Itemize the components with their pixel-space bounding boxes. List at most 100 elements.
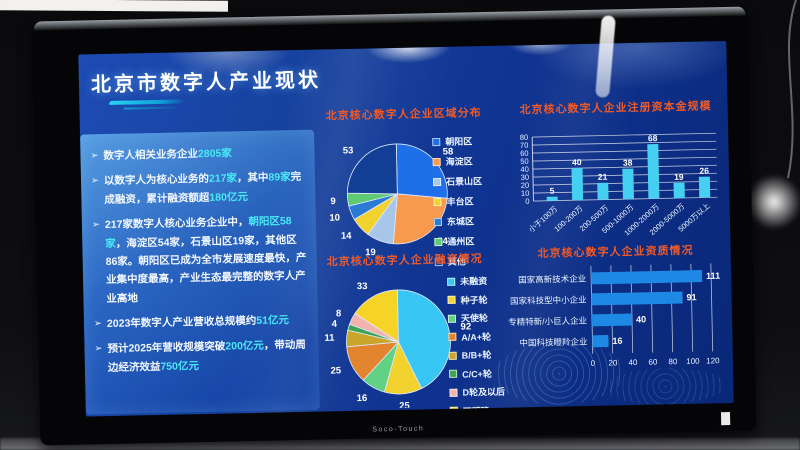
bar-2000-5000万	[673, 182, 685, 199]
legend-swatch	[434, 237, 443, 246]
legend-label: D轮及以后	[462, 386, 506, 398]
gridline	[532, 140, 717, 146]
bar-500-1000万	[622, 168, 634, 200]
legend-item: A/A+轮	[448, 329, 504, 343]
bullet-arrow-icon: ➢	[90, 175, 100, 187]
pie-value-label: 19	[365, 247, 376, 258]
legend-item: 通州区	[434, 234, 483, 248]
chart-title-region: 北京核心数字人企业区域分布	[325, 107, 482, 123]
bullet-list: ➢ 数字人相关业务企业2805家 ➢ 以数字人为核心业务的217家，其中89家完成融资…	[90, 143, 309, 378]
pie-value-label: 92	[461, 321, 472, 332]
pie-value-label: 54	[437, 236, 449, 247]
bar-value-label: 91	[686, 292, 696, 302]
legend-swatch	[447, 314, 457, 323]
legend-swatch	[447, 295, 456, 304]
legend-label: 东城区	[446, 216, 475, 227]
bullet-item: ➢ 预计2025年营收规模突破200亿元，带动周边经济效益750亿元	[94, 336, 309, 377]
title-underline	[108, 99, 185, 110]
chart-title-qualifications: 北京核心数字人企业资质情况	[537, 244, 694, 260]
bullet-text: 数字人相关业务企业2805家	[103, 147, 232, 163]
bar-value-label: 40	[572, 157, 582, 167]
y-tick-label: 50	[520, 157, 529, 166]
legend-label: C/C+轮	[462, 368, 492, 380]
bar-value-label: 68	[648, 133, 658, 143]
legend-label: 海淀区	[445, 156, 473, 167]
category-label: 专精特新/小巨人企业	[508, 315, 587, 327]
bullet-text: 预计2025年营收规模突破200亿元，带动周边经济效益750亿元	[107, 339, 306, 374]
legend-item: B/B+轮	[448, 348, 505, 362]
bar-value-label: 38	[623, 158, 633, 168]
bullet-item: ➢ 数字人相关业务企业2805家	[90, 143, 304, 166]
pie-value-label: 8	[336, 308, 342, 319]
bar-value-label: 26	[699, 166, 709, 176]
background-reflection-curve	[787, 0, 797, 179]
pie-value-label: 25	[399, 400, 411, 409]
pie-value-label: 16	[357, 393, 368, 404]
y-tick-label: 80	[520, 133, 529, 142]
bar-专精特新/小巨人企业	[591, 313, 633, 327]
legend-label: 天使轮	[460, 313, 489, 324]
bullet-arrow-icon: ➢	[94, 343, 103, 355]
legend-item: 未融资	[447, 274, 503, 288]
legend-swatch	[448, 351, 457, 360]
y-axis	[531, 137, 535, 202]
page-title: 北京市数字人产业现状	[90, 69, 322, 97]
bar-value-label: 40	[636, 314, 646, 324]
gridline	[532, 148, 717, 154]
legend-label: 种子轮	[460, 294, 488, 306]
legend-label: 未融资	[460, 276, 488, 287]
legend-swatch	[432, 157, 441, 166]
bullet-text: 以数字人为核心业务的217家，其中89家完成融资，累计融资额超180亿元	[103, 171, 302, 206]
bar-1000-2000万	[647, 144, 660, 199]
x-tick-label: 100	[686, 357, 700, 366]
pie-value-label: 10	[329, 213, 340, 224]
legend-label: A/A+轮	[461, 331, 492, 343]
legend-swatch	[432, 137, 441, 146]
bar-100-200万	[571, 168, 584, 201]
legend-swatch	[449, 388, 458, 397]
legend-item: D轮及以后	[449, 385, 505, 399]
bar-200-500万	[597, 182, 609, 200]
bar-value-label: 16	[612, 336, 622, 346]
chart-financing: 北京核心数字人企业融资情况 92 25 16 25 11 4 8 33	[317, 250, 496, 410]
bar-中国科技瞪羚企业	[592, 335, 609, 348]
legend-item: 种子轮	[447, 292, 503, 306]
pie-financing: 92 25 16 25 11 48 33	[324, 281, 472, 410]
y-tick-label: 0	[525, 197, 529, 206]
gridline	[710, 263, 714, 352]
legend-label: B/B+轮	[461, 349, 492, 361]
bar-value-label: 19	[674, 172, 684, 182]
x-tick-label: 20	[608, 358, 618, 367]
light-glare	[744, 172, 800, 232]
legend-swatch	[448, 332, 457, 341]
chart-title-capital: 北京核心数字人企业注册资本金规模	[519, 100, 712, 117]
legend-label: 不明确	[462, 405, 491, 417]
legend-item: 不明确	[449, 403, 506, 417]
bar-国家高新技术企业	[591, 270, 703, 285]
category-label: 国家科技型中小企业	[510, 294, 587, 306]
legend-item: 东城区	[433, 214, 483, 228]
info-panel: ➢ 数字人相关业务企业2805家 ➢ 以数字人为核心业务的217家，其中89家完成融资…	[80, 129, 320, 415]
x-tick-label: 80	[668, 357, 678, 366]
gridline	[532, 156, 717, 162]
chart-qualifications: 北京核心数字人企业资质情况 0 20 40 60 80 100 120 国家高新技术企业 111…	[502, 241, 731, 394]
pie-slice-未融资	[396, 289, 451, 390]
bar-国家科技型中小企业	[591, 291, 683, 306]
pie-value-label: 53	[343, 145, 354, 156]
y-tick-label: 10	[521, 189, 530, 198]
legend-item: 朝阳区	[432, 134, 481, 148]
y-tick-label: 70	[520, 141, 529, 150]
pie-value-label: 33	[357, 281, 368, 292]
pie-value-label: 11	[324, 333, 335, 344]
y-tick-label: 60	[520, 149, 529, 158]
pie-value-label: 58	[443, 146, 454, 157]
pie-slice-其他	[346, 143, 398, 195]
x-tick-label: 60	[648, 358, 658, 367]
bullet-item: ➢ 217家数字人核心业务企业中，朝阳区58家，海淀区54家，石景山区19家，其他…	[92, 212, 308, 308]
legend-swatch	[447, 277, 456, 286]
legend-financing: 未融资种子轮天使轮 A/A+轮 B/B+轮 C/C+轮 D轮及以后不明确	[447, 274, 506, 417]
chart-title-financing: 北京核心数字人企业融资情况	[326, 253, 483, 269]
legend-label: 朝阳区	[445, 136, 473, 147]
